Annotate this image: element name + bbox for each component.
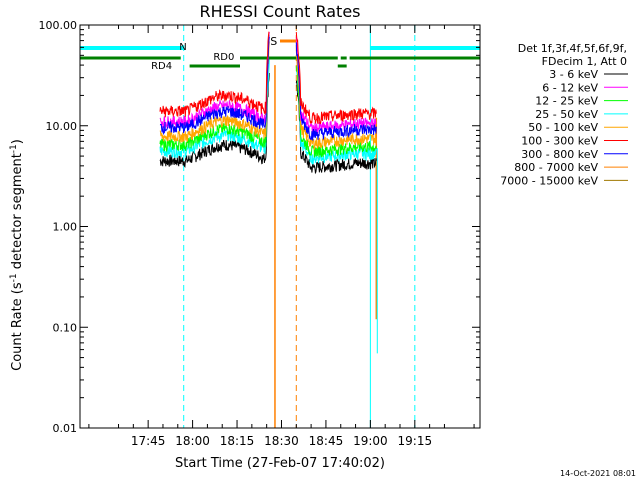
x-tick-label-0: 17:45 xyxy=(131,434,166,448)
legend-label-3: 25 - 50 keV xyxy=(535,108,598,121)
series-line-25-50kev-1 xyxy=(295,67,377,165)
x-tick-label-3: 18:30 xyxy=(264,434,299,448)
series-line-100-300kev-0 xyxy=(159,31,270,118)
y-tick-label-3: 0.10 xyxy=(53,321,78,334)
rd4-label: RD4 xyxy=(151,61,172,72)
y-axis-label-main: Count Rate (s xyxy=(10,282,25,371)
chart-title: RHESSI Count Rates xyxy=(200,2,361,21)
night-label: N xyxy=(179,42,186,53)
x-tick-label-5: 19:00 xyxy=(353,434,388,448)
legend-label-7: 800 - 7000 keV xyxy=(514,161,598,174)
legend: Det 1f,3f,4f,5f,6f,9f, FDecim 1, Att 0 3… xyxy=(500,42,628,187)
y-axis-label-rest: detector segment xyxy=(10,153,25,273)
series-line-3-6kev-0 xyxy=(159,72,270,168)
legend-label-8: 7000 - 15000 keV xyxy=(500,174,598,187)
plot-frame xyxy=(79,24,481,429)
saa-label: S xyxy=(270,35,277,48)
legend-header-line-2: FDecim 1, Att 0 xyxy=(542,55,627,68)
legend-label-2: 12 - 25 keV xyxy=(535,95,598,108)
legend-label-4: 50 - 100 keV xyxy=(528,121,598,134)
legend-label-0: 3 - 6 keV xyxy=(549,68,598,81)
x-tick-label-1: 18:00 xyxy=(175,434,210,448)
y-tick-label-2: 1.00 xyxy=(53,221,78,234)
y-axis-label-sup: -1 xyxy=(9,273,19,282)
rd0-label: RD0 xyxy=(213,52,234,63)
legend-label-6: 300 - 800 keV xyxy=(521,148,598,161)
series-line-300-800kev-1 xyxy=(295,42,377,141)
legend-header-line-1: Det 1f,3f,4f,5f,6f,9f, xyxy=(518,42,627,55)
legend-label-1: 6 - 12 keV xyxy=(542,81,598,94)
legend-label-5: 100 - 300 keV xyxy=(521,135,598,148)
x-tick-label-2: 18:15 xyxy=(220,434,255,448)
series-line-100-300kev-1 xyxy=(295,32,377,125)
timestamp: 14-Oct-2021 08:01 xyxy=(560,469,636,478)
series-line-300-800kev-0 xyxy=(159,36,270,136)
y-axis-label-sup2: -1 xyxy=(9,144,19,153)
series-line-50-100kev-1 xyxy=(295,51,377,150)
series-line-3-6kev-1 xyxy=(295,80,377,175)
y-axis-label-end: ) xyxy=(10,139,25,144)
y-axis-label: Count Rate (s-1 detector segment-1) xyxy=(9,139,25,371)
series-line-12-25kev-1 xyxy=(295,65,377,158)
axes: 100.00 10.00 1.00 0.10 0.01 17:45 18:00 18:15 18… xyxy=(39,19,481,448)
series-line-6-12kev-1 xyxy=(295,36,377,135)
x-axis-label: Start Time (27-Feb-07 17:40:02) xyxy=(175,456,385,471)
x-tick-label-4: 18:45 xyxy=(309,434,344,448)
y-tick-label-4: 0.01 xyxy=(53,422,78,435)
series-line-50-100kev-0 xyxy=(159,41,270,143)
y-tick-label-1: 10.00 xyxy=(46,120,78,133)
plot-area: N S RD0 RD4 xyxy=(79,25,480,428)
y-tick-label-0: 100.00 xyxy=(39,19,78,32)
x-tick-label-6: 19:15 xyxy=(398,434,433,448)
